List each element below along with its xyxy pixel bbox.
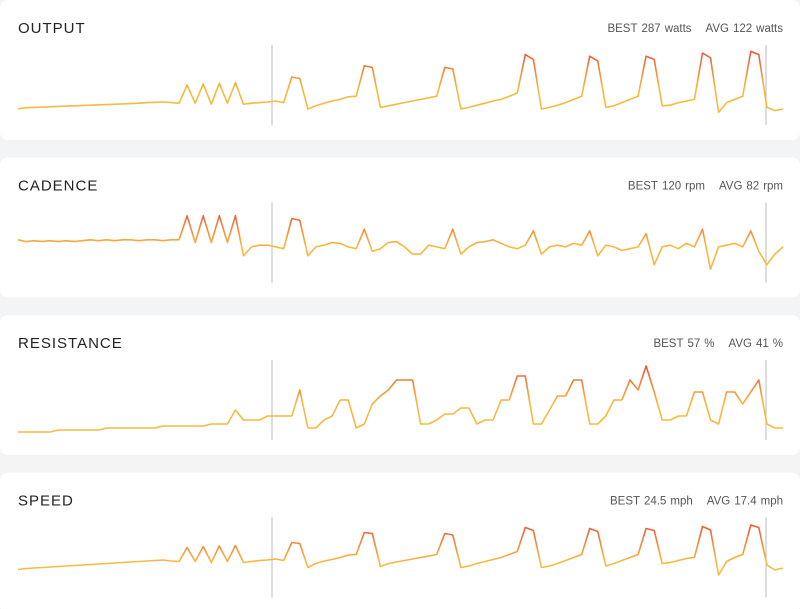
panel-background (0, 0, 800, 140)
stat-avg-label: AVG (719, 181, 742, 193)
panel-title: CADENCE (18, 178, 98, 195)
stat-avg-value: 41 (756, 338, 769, 350)
stat-best-value: 120 (662, 181, 681, 193)
panel-background (0, 472, 800, 609)
panel-stats: BEST 24.5 mph AVG 17.4 mph (610, 496, 783, 508)
stat-best-label: BEST (653, 338, 683, 350)
stat-best-label: BEST (607, 23, 637, 35)
stat-avg-unit: % (773, 338, 783, 350)
stat-avg-unit: watts (755, 23, 783, 35)
stat-avg-value: 82 (746, 181, 759, 193)
panel-title: RESISTANCE (18, 335, 123, 352)
metric-line (17, 214, 784, 270)
stat-best-unit: % (704, 338, 714, 350)
stat-avg-label: AVG (706, 23, 729, 35)
metric-line (17, 50, 784, 113)
metric-line (18, 365, 783, 433)
panel-title: OUTPUT (18, 20, 86, 37)
panel-stats: BEST 287 watts AVG 122 watts (607, 23, 783, 35)
metric-line (17, 524, 784, 576)
stat-avg-value: 17.4 (734, 496, 757, 508)
metric-panel: SPEED BEST 24.5 mph AVG 17.4 mph (0, 472, 800, 609)
stat-best-unit: watts (664, 23, 692, 35)
stat-avg-unit: rpm (763, 181, 783, 193)
stat-best-label: BEST (610, 496, 640, 508)
stat-avg-label: AVG (729, 338, 752, 350)
panel-title: SPEED (18, 493, 74, 510)
metric-panel: OUTPUT BEST 287 watts AVG 122 watts (0, 0, 800, 140)
stat-best-unit: rpm (685, 181, 705, 193)
stat-avg-unit: mph (761, 496, 783, 508)
stat-best-value: 57 (688, 338, 701, 350)
stat-best-unit: mph (670, 496, 692, 508)
panel-background (0, 315, 800, 455)
stat-best-label: BEST (628, 181, 658, 193)
stat-best-value: 24.5 (644, 496, 666, 508)
metric-panel: RESISTANCE BEST 57% AVG 41% (0, 315, 800, 455)
stat-avg-value: 122 (733, 23, 752, 35)
metric-panel: CADENCE BEST 120 rpm AVG 82 rpm (0, 157, 800, 298)
panel-background (0, 157, 800, 298)
stat-best-value: 287 (642, 23, 661, 35)
stat-avg-label: AVG (707, 496, 730, 508)
panel-stats: BEST 120 rpm AVG 82 rpm (628, 181, 783, 193)
panel-stats: BEST 57% AVG 41% (653, 338, 783, 350)
